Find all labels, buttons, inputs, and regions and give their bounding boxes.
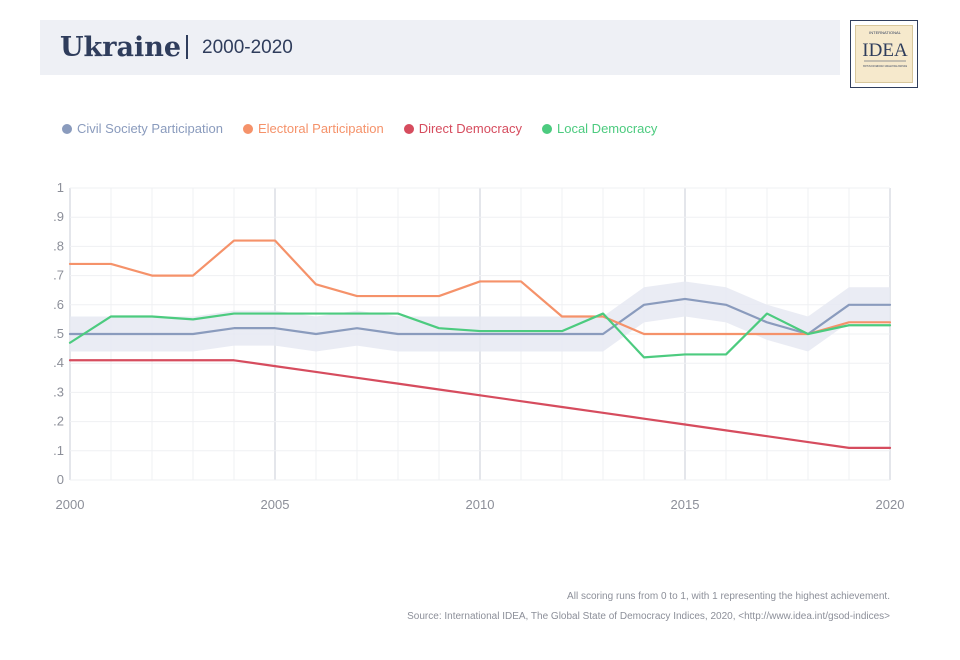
chart-legend: Civil Society Participation Electoral Pa… [62,121,657,136]
y-tick-label: .1 [53,443,64,458]
logo-graphic: INTERNATIONAL IDEA INSTITUTE FOR DEMOCRA… [862,30,908,68]
legend-dot-local [541,123,552,134]
page-title: Ukraine [60,32,182,63]
y-tick-label: .7 [53,268,64,283]
legend-label-electoral: Electoral Participation [257,121,384,136]
local-democracy-line [68,312,892,359]
legend-dot-civil [62,123,72,134]
logo-text-top: INTERNATIONAL [869,30,901,35]
legend-item-electoral[interactable]: Electoral Participation [242,121,384,136]
legend-label-civil: Civil Society Participation [77,121,223,136]
footnote-source: Source: International IDEA, The Global S… [407,611,890,622]
y-tick-label: 0 [57,472,64,487]
y-tick-label: .4 [53,355,64,370]
line-chart: 0 .1 .2 .3 .4 .5 .6 .7 .8 .9 1 2000 2005 2010 2015 2020 [53,180,905,512]
logo-text-main: IDEA [862,40,908,61]
y-tick-label: .3 [53,384,64,399]
y-tick-label: .9 [53,209,64,224]
direct-democracy-line [68,359,892,449]
x-tick-label: 2005 [261,497,290,512]
legend-item-civil[interactable]: Civil Society Participation [62,121,223,136]
page-subtitle: 2000-2020 [202,37,293,58]
y-tick-label: .2 [53,414,64,429]
idea-logo: INTERNATIONAL IDEA INSTITUTE FOR DEMOCRA… [850,20,918,88]
logo-text-bottom: INSTITUTE FOR DEMOCRACY AND ELECTORAL AS… [863,64,907,68]
legend-label-direct: Direct Democracy [418,121,522,136]
x-tick-label: 2020 [876,497,905,512]
y-tick-label: .5 [53,326,64,341]
y-tick-label: .8 [53,238,64,253]
x-tick-label: 2000 [56,497,85,512]
header-bar: Ukraine 2000-2020 [40,20,840,75]
y-tick-label: 1 [57,180,64,195]
x-tick-label: 2015 [671,497,700,512]
legend-dot-direct [403,123,414,134]
y-tick-label: .6 [53,297,64,312]
x-tick-label: 2010 [466,497,495,512]
legend-label-local: Local Democracy [556,121,658,136]
legend-item-local[interactable]: Local Democracy [541,121,658,136]
civil-society-line [68,297,892,336]
legend-item-direct[interactable]: Direct Democracy [403,121,522,136]
title-separator [186,35,188,59]
footnote-scoring: All scoring runs from 0 to 1, with 1 rep… [567,591,890,602]
logo-background: INTERNATIONAL IDEA INSTITUTE FOR DEMOCRA… [855,25,913,83]
legend-dot-electoral [242,123,253,134]
electoral-participation-line [68,239,892,336]
